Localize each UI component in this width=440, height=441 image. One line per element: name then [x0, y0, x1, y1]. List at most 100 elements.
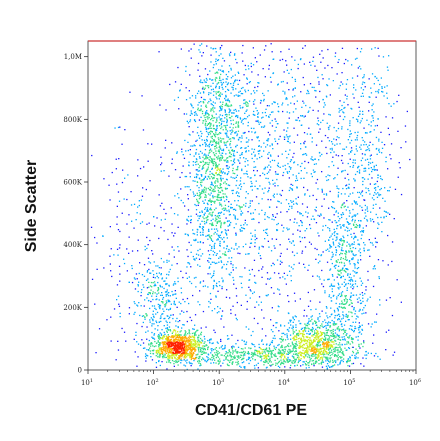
- data-point: [218, 202, 221, 204]
- data-point: [288, 203, 290, 205]
- data-point: [208, 230, 210, 232]
- data-point: [212, 164, 215, 167]
- data-point: [291, 205, 293, 207]
- data-point: [290, 183, 292, 186]
- data-point: [163, 331, 165, 334]
- data-point: [334, 314, 336, 317]
- data-point: [225, 165, 228, 167]
- data-point: [184, 330, 186, 332]
- data-point: [332, 255, 334, 257]
- data-point: [313, 218, 316, 221]
- data-point: [332, 352, 334, 354]
- data-point: [241, 169, 243, 172]
- data-point: [267, 240, 269, 242]
- data-point: [141, 315, 144, 317]
- data-point: [258, 221, 260, 224]
- data-point: [228, 117, 231, 119]
- data-point: [218, 168, 220, 170]
- data-point: [161, 337, 164, 339]
- data-point: [353, 241, 355, 243]
- data-point: [351, 363, 353, 365]
- data-point: [284, 93, 286, 95]
- data-point: [212, 120, 214, 122]
- data-point: [177, 350, 179, 352]
- data-point: [304, 347, 306, 349]
- data-point: [172, 340, 174, 342]
- data-point: [398, 162, 400, 164]
- data-point: [290, 200, 292, 202]
- data-point: [355, 203, 357, 205]
- data-point: [313, 340, 315, 342]
- data-point: [166, 349, 168, 352]
- data-point: [207, 209, 209, 212]
- data-point: [190, 353, 192, 355]
- data-point: [214, 187, 216, 189]
- data-point: [226, 146, 228, 149]
- data-point: [196, 194, 199, 196]
- data-point: [228, 248, 230, 251]
- data-point: [252, 292, 254, 295]
- data-point: [226, 161, 228, 163]
- data-point: [184, 357, 187, 359]
- data-point: [306, 133, 308, 135]
- data-point: [216, 253, 218, 255]
- data-point: [185, 99, 188, 101]
- data-point: [225, 129, 227, 131]
- data-point: [214, 102, 216, 104]
- data-point: [238, 79, 241, 82]
- data-point: [182, 337, 185, 339]
- data-point: [219, 106, 222, 109]
- data-point: [221, 114, 224, 117]
- data-point: [144, 316, 146, 319]
- data-point: [317, 337, 319, 339]
- data-point: [174, 283, 177, 285]
- data-point: [258, 213, 260, 215]
- data-point: [147, 143, 149, 145]
- data-point: [229, 138, 232, 140]
- data-point: [312, 322, 314, 324]
- data-point: [215, 163, 217, 166]
- data-point: [241, 153, 243, 156]
- data-point: [295, 326, 297, 328]
- data-point: [194, 111, 197, 113]
- data-point: [363, 312, 365, 314]
- data-point: [307, 291, 309, 294]
- data-point: [297, 338, 300, 340]
- data-point: [212, 288, 214, 290]
- data-point: [290, 68, 292, 71]
- data-point: [276, 123, 279, 125]
- data-point: [227, 338, 229, 340]
- data-point: [193, 277, 196, 279]
- data-point: [187, 346, 189, 348]
- data-point: [302, 214, 304, 217]
- data-point: [220, 73, 222, 76]
- data-point: [240, 188, 242, 190]
- data-point: [315, 324, 317, 326]
- data-point: [230, 51, 232, 53]
- data-point: [183, 358, 185, 360]
- data-point: [195, 140, 197, 142]
- data-point: [377, 259, 380, 261]
- data-point: [316, 338, 318, 340]
- data-point: [354, 226, 356, 228]
- data-point: [208, 93, 210, 96]
- data-point: [366, 220, 369, 222]
- data-point: [352, 192, 354, 194]
- data-point: [161, 286, 163, 288]
- data-point: [214, 148, 216, 150]
- data-point: [275, 322, 277, 324]
- data-point: [318, 151, 321, 154]
- data-point: [314, 351, 316, 354]
- data-point: [405, 141, 407, 143]
- data-point: [292, 331, 294, 333]
- data-point: [337, 344, 339, 346]
- data-point: [328, 345, 330, 347]
- data-point: [178, 355, 180, 357]
- data-point: [237, 122, 239, 124]
- data-point: [175, 337, 177, 339]
- data-point: [341, 291, 344, 293]
- data-point: [310, 320, 312, 322]
- data-point: [331, 329, 333, 332]
- data-point: [304, 350, 306, 352]
- data-point: [288, 343, 290, 345]
